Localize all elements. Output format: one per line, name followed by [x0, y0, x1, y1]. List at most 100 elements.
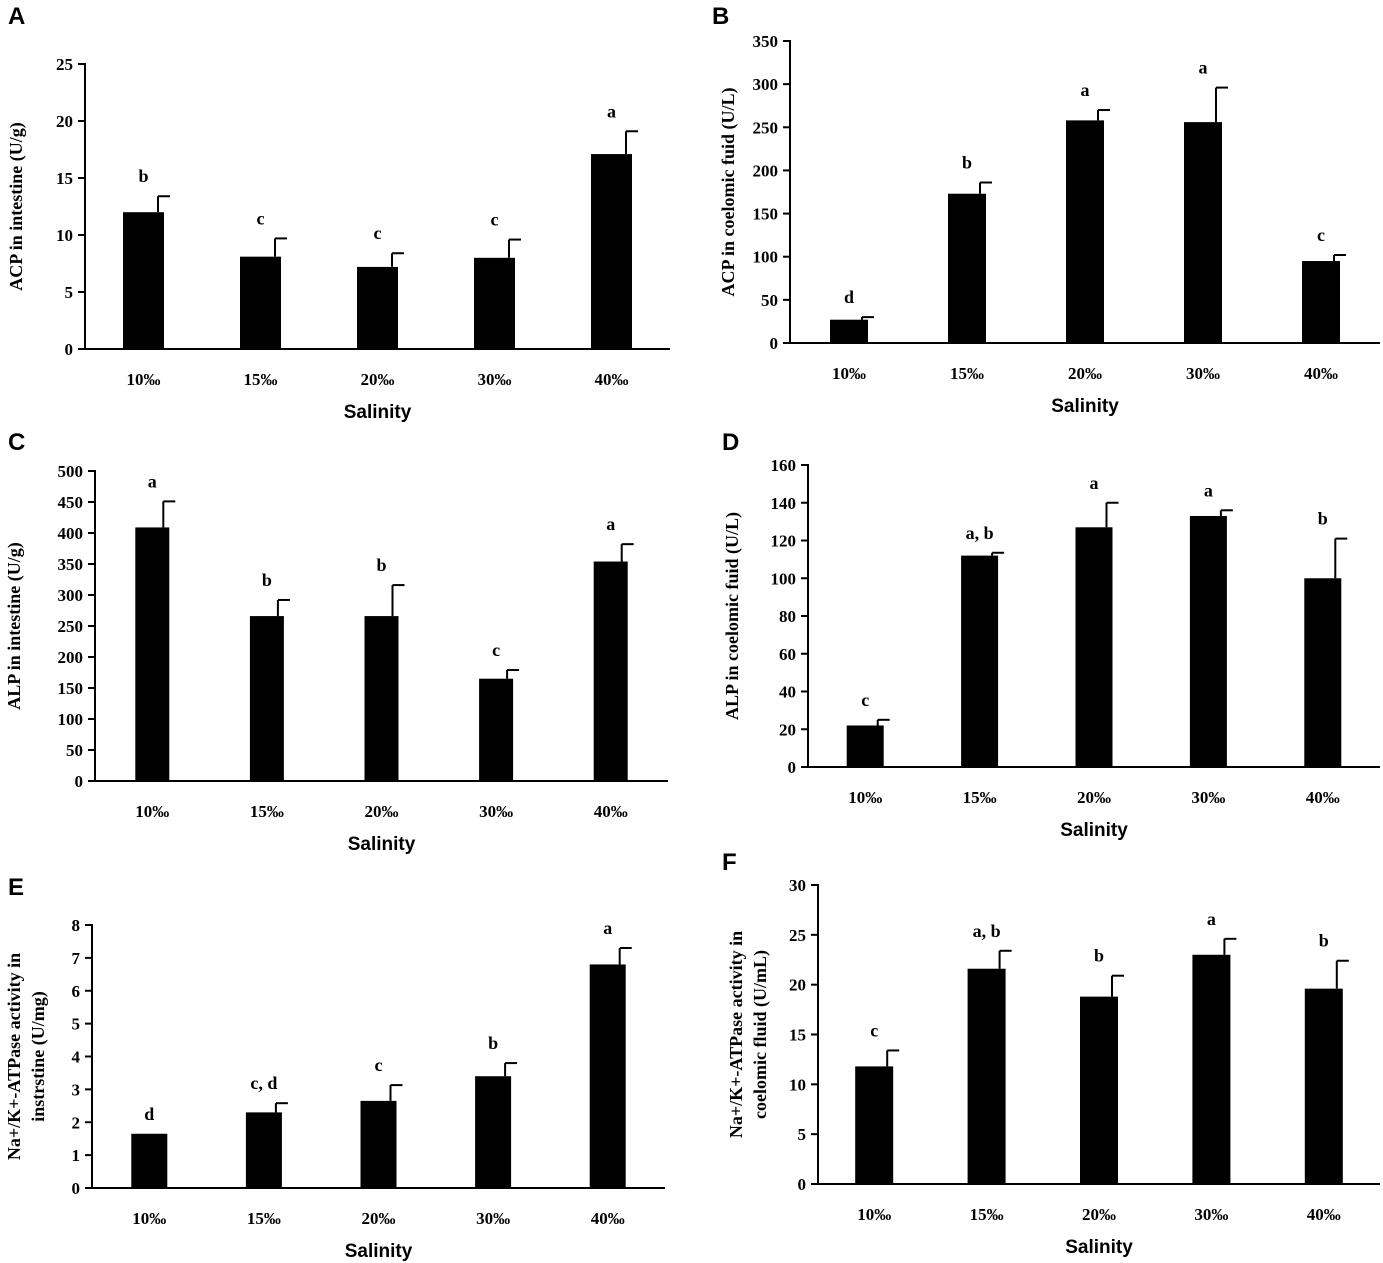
y-axis-label-line-d-0: ALP in coelomic fuid (U/L) — [722, 512, 743, 720]
bar-a-1 — [240, 256, 281, 349]
panel-label-f: F — [722, 849, 737, 876]
sig-label-c-3: c — [492, 640, 500, 660]
category-label-f-1: 15‰ — [970, 1205, 1004, 1224]
y-axis-label-line-c-0: ALP in intestine (U/g) — [4, 542, 25, 710]
sig-label-e-4: a — [603, 918, 612, 938]
y-tick-label-c-8: 400 — [58, 524, 84, 543]
y-tick-label-b-2: 100 — [753, 248, 779, 267]
y-tick-label-d-2: 40 — [779, 683, 796, 702]
category-label-b-0: 10‰ — [832, 364, 866, 383]
category-label-c-1: 15‰ — [250, 802, 284, 821]
category-label-e-1: 15‰ — [247, 1209, 281, 1228]
bar-a-3 — [474, 257, 515, 349]
bar-e-4 — [589, 964, 626, 1188]
y-tick-label-f-0: 0 — [798, 1175, 807, 1194]
y-tick-label-b-1: 50 — [761, 291, 778, 310]
y-tick-label-f-5: 25 — [789, 926, 806, 945]
sig-label-d-0: c — [861, 690, 869, 710]
category-label-b-4: 40‰ — [1304, 364, 1338, 383]
y-tick-label-b-4: 200 — [753, 161, 779, 180]
bar-a-0 — [123, 212, 164, 349]
sig-label-b-1: b — [962, 153, 972, 173]
sig-label-a-2: c — [374, 223, 382, 243]
y-tick-label-c-3: 150 — [58, 679, 84, 698]
bar-e-2 — [360, 1100, 397, 1188]
y-tick-label-a-5: 25 — [56, 55, 73, 74]
y-tick-label-e-5: 5 — [72, 1015, 81, 1034]
category-label-f-4: 40‰ — [1307, 1205, 1341, 1224]
sig-label-e-0: d — [144, 1104, 154, 1124]
y-tick-label-f-1: 5 — [798, 1125, 807, 1144]
sig-label-a-0: b — [138, 166, 148, 186]
y-tick-label-f-4: 20 — [789, 976, 806, 995]
y-tick-label-e-4: 4 — [72, 1048, 81, 1067]
y-tick-label-d-5: 100 — [771, 569, 797, 588]
y-tick-label-b-3: 150 — [753, 205, 779, 224]
y-tick-label-b-6: 300 — [753, 75, 779, 94]
sig-label-b-4: c — [1317, 225, 1325, 245]
y-tick-label-f-2: 10 — [789, 1075, 806, 1094]
sig-label-e-3: b — [488, 1033, 498, 1053]
category-label-e-3: 30‰ — [476, 1209, 510, 1228]
y-axis-label-line-b-0: ACP in coelomic fuid (U/L) — [718, 88, 739, 297]
y-tick-label-a-4: 20 — [56, 112, 73, 131]
y-tick-label-d-0: 0 — [788, 758, 797, 777]
bar-f-3 — [1192, 954, 1231, 1184]
sig-label-b-2: a — [1081, 80, 1090, 100]
sig-label-c-0: a — [148, 471, 157, 491]
category-label-d-0: 10‰ — [848, 788, 882, 807]
sig-label-b-0: d — [844, 287, 854, 307]
bar-c-1 — [249, 616, 284, 781]
category-label-f-3: 30‰ — [1194, 1205, 1228, 1224]
y-tick-label-a-3: 15 — [56, 169, 73, 188]
category-label-d-1: 15‰ — [963, 788, 997, 807]
x-axis-label-b: Salinity — [1051, 396, 1119, 417]
sig-label-c-2: b — [376, 555, 386, 575]
panel-label-c: C — [8, 429, 25, 456]
x-axis-label-c: Salinity — [348, 834, 416, 855]
y-tick-label-d-8: 160 — [771, 456, 797, 475]
y-axis-label-f: Na+/K+-ATPase activity in coelomic fluid … — [726, 931, 771, 1138]
y-tick-label-e-3: 3 — [72, 1080, 81, 1099]
bar-d-2 — [1075, 527, 1113, 767]
sig-label-f-3: a — [1207, 909, 1216, 929]
sig-label-b-3: a — [1199, 58, 1208, 78]
y-axis-label-a: ACP in intestine (U/g) — [6, 122, 27, 291]
category-label-d-4: 40‰ — [1306, 788, 1340, 807]
bar-d-4 — [1304, 578, 1342, 767]
category-label-c-2: 20‰ — [365, 802, 399, 821]
bar-f-1 — [967, 968, 1006, 1184]
category-label-a-2: 20‰ — [361, 370, 395, 389]
x-axis-label-a: Salinity — [344, 402, 412, 423]
y-tick-label-e-7: 7 — [72, 949, 81, 968]
bar-e-3 — [475, 1076, 512, 1188]
y-tick-label-f-6: 30 — [789, 876, 806, 895]
y-axis-label-line-f-1: coelomic fluid (U/mL) — [750, 950, 771, 1119]
category-label-d-2: 20‰ — [1077, 788, 1111, 807]
sig-label-d-3: a — [1204, 480, 1213, 500]
category-label-f-0: 10‰ — [857, 1205, 891, 1224]
panel-a: A 0 5 10 15 20 25 b 10‰ c 15‰ c 20‰ c 30‰ a 40‰ Salinity A… — [6, 3, 670, 423]
y-axis-label-b: ACP in coelomic fuid (U/L) — [718, 88, 739, 297]
bar-c-0 — [135, 527, 170, 781]
sig-label-f-1: a, b — [973, 921, 1001, 941]
panel-e: E 0 1 2 3 4 5 6 7 8 d 10‰ c, d 15‰ c 20‰ b 30‰ a 40‰ Salinit… — [4, 874, 665, 1262]
category-label-a-3: 30‰ — [478, 370, 512, 389]
bar-a-4 — [591, 154, 632, 349]
bar-d-3 — [1189, 515, 1227, 767]
y-axis-label-line-e-0: Na+/K+-ATPase activity in — [4, 953, 24, 1160]
y-tick-label-c-0: 0 — [75, 772, 84, 791]
category-label-f-2: 20‰ — [1082, 1205, 1116, 1224]
panel-label-d: D — [722, 429, 739, 456]
y-tick-label-d-6: 120 — [771, 532, 797, 551]
y-tick-label-e-8: 8 — [72, 916, 81, 935]
y-axis-label-d: ALP in coelomic fuid (U/L) — [722, 512, 743, 720]
y-tick-label-e-2: 2 — [72, 1113, 81, 1132]
y-tick-label-b-5: 250 — [753, 118, 779, 137]
category-label-b-1: 15‰ — [950, 364, 984, 383]
category-label-e-4: 40‰ — [591, 1209, 625, 1228]
y-tick-label-c-5: 250 — [58, 617, 84, 636]
y-axis-label-line-e-1: instrstine (U/mg) — [28, 991, 49, 1121]
y-tick-label-d-3: 60 — [779, 645, 796, 664]
panel-c: C 0 50 100 150 200 250 300 350 400 450 500 a 10‰ b 15‰ b… — [4, 429, 668, 855]
